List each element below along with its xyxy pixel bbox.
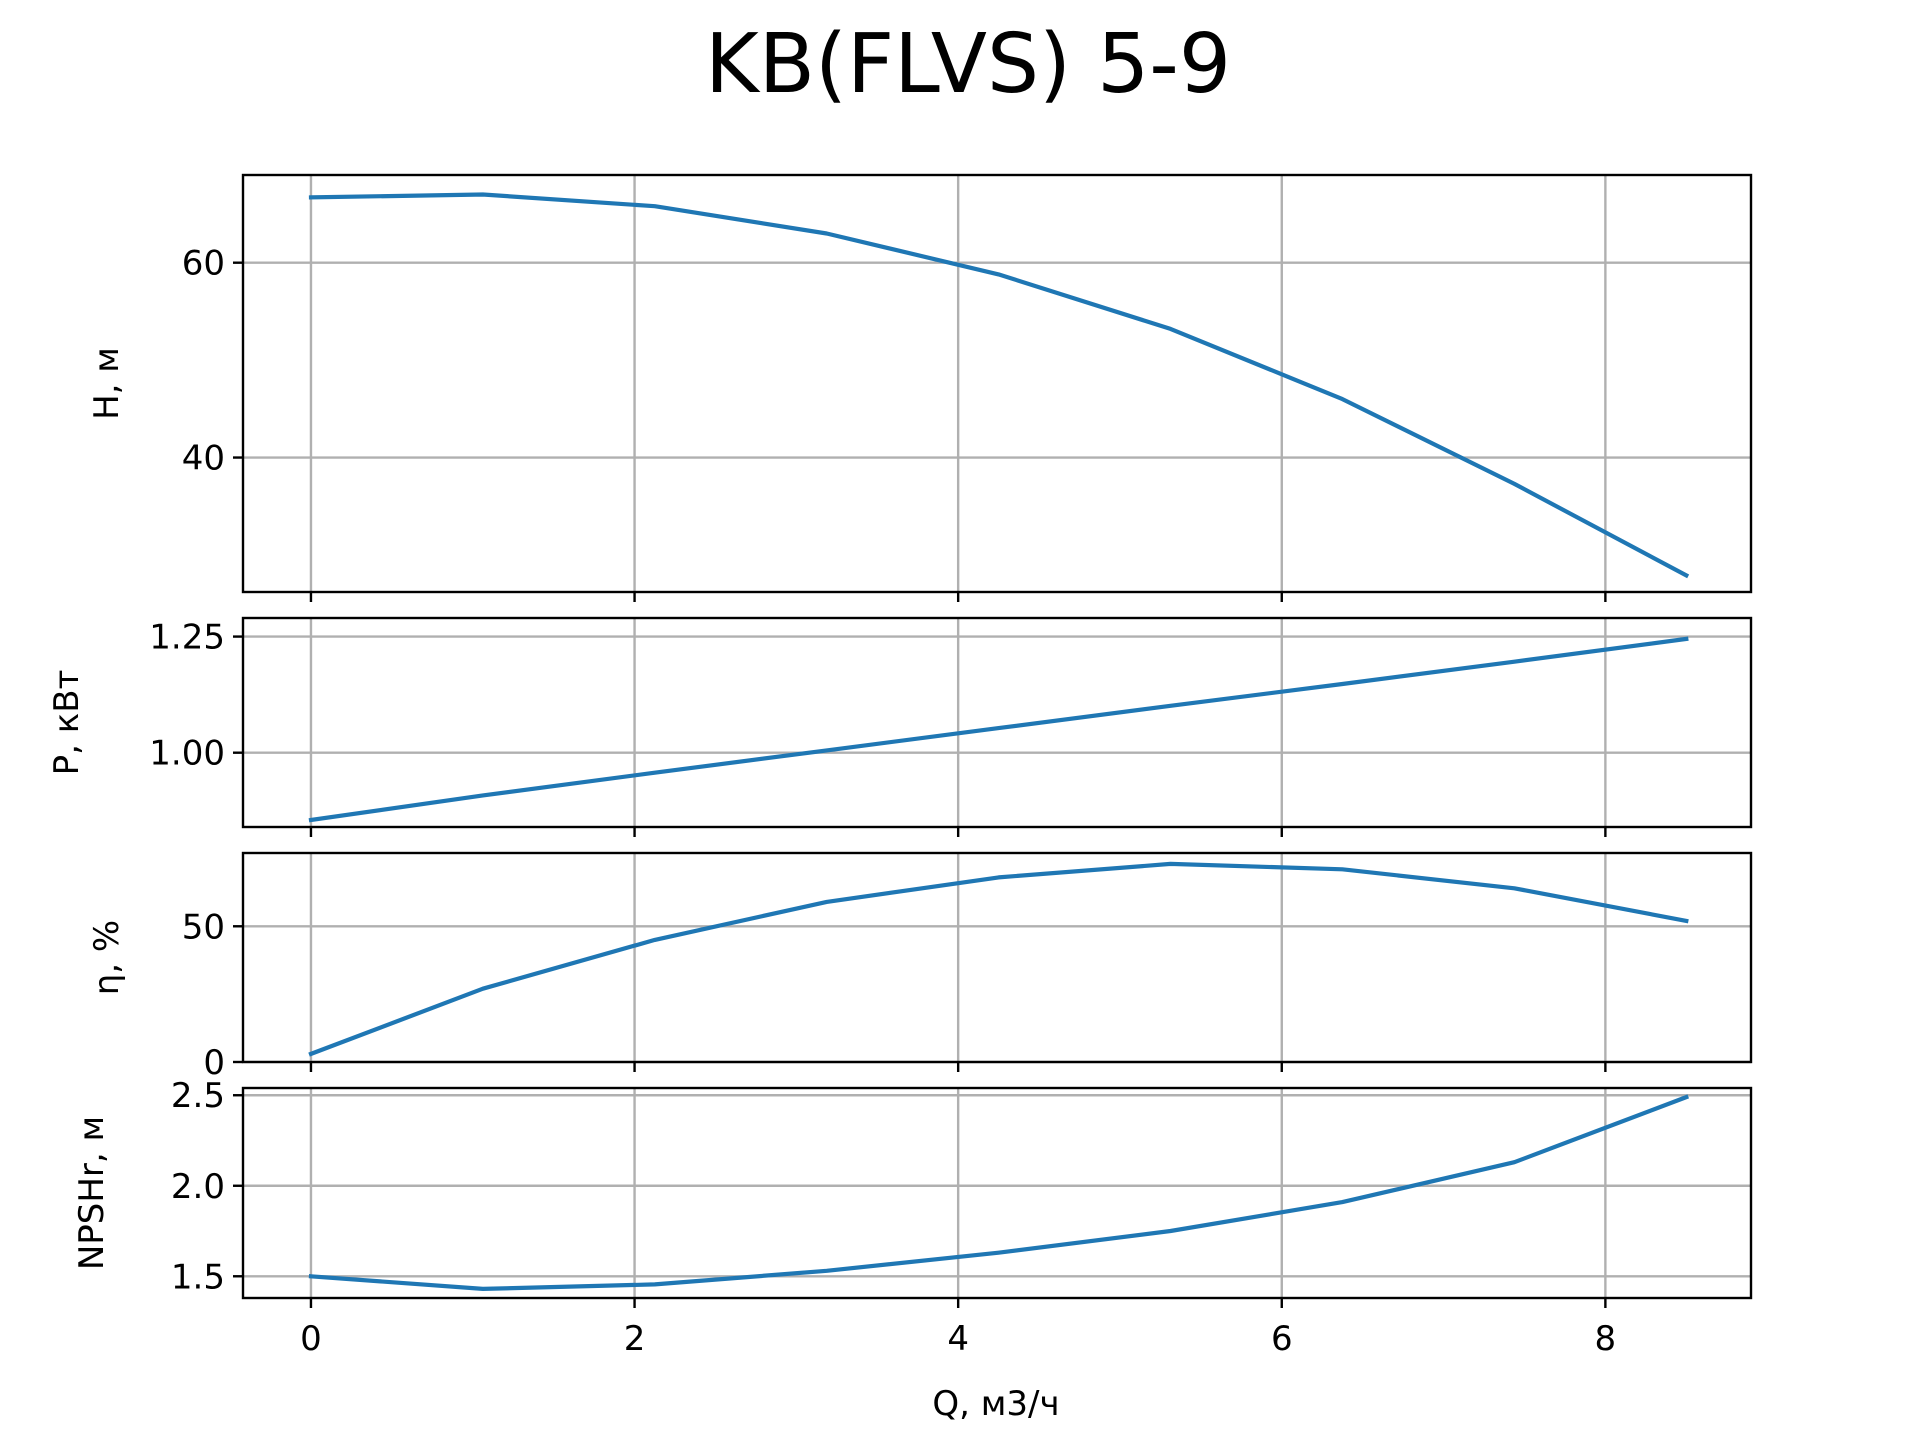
x-axis-label: Q, м3/ч: [932, 1384, 1059, 1424]
y-axis-label: η, %: [87, 920, 127, 995]
chart-title: KB(FLVS) 5-9: [705, 17, 1231, 112]
y-tick-label: 50: [182, 907, 225, 947]
panel-frame: [241, 1086, 1753, 1300]
y-axis-label: NPSHr, м: [72, 1116, 112, 1270]
y-tick-label: 2.5: [171, 1076, 225, 1116]
y-axis-label: P, кВт: [47, 670, 87, 776]
x-tick-label: 8: [1595, 1319, 1617, 1359]
panel-2: 1.00 1.25 P, кВт: [47, 616, 1753, 837]
series-line: [308, 861, 1689, 1057]
panel-4: 1.5 2.0 2.5 NPSHr, м: [72, 1076, 1753, 1308]
y-tick-label: 60: [182, 244, 225, 284]
x-tick-label: 2: [624, 1319, 646, 1359]
series-line: [308, 1094, 1690, 1292]
x-tick-label: 6: [1271, 1319, 1293, 1359]
panel-frame: [241, 173, 1753, 594]
y-tick-label: 40: [182, 439, 225, 479]
panel-3: 0 50 η, %: [87, 851, 1753, 1083]
x-tick-label: 0: [300, 1319, 322, 1359]
y-tick-label: 0: [203, 1043, 225, 1083]
y-tick-label: 1.00: [149, 734, 225, 774]
y-tick-label: 1.5: [171, 1257, 225, 1297]
series-line: [308, 636, 1689, 823]
series-line: [308, 192, 1690, 579]
panel-frame: [241, 851, 1753, 1064]
y-tick-label: 1.25: [149, 618, 225, 658]
y-axis-label: H, м: [87, 347, 127, 420]
x-tick-label: 4: [947, 1319, 969, 1359]
panel-1: 40 60 H, м: [87, 173, 1753, 602]
y-tick-label: 2.0: [171, 1167, 225, 1207]
panel-frame: [241, 616, 1753, 829]
